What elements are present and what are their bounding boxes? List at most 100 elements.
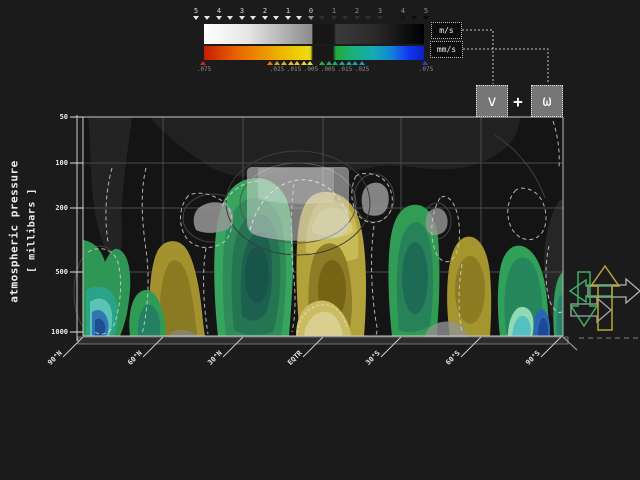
v-tick-marker	[377, 16, 383, 20]
v-neg-contour	[87, 248, 122, 335]
omega-blob	[455, 256, 485, 324]
v-neg-contour	[141, 167, 149, 335]
omega-scale-number: .005	[303, 66, 319, 73]
omega-blob	[304, 311, 343, 336]
v-tick-marker	[400, 16, 406, 20]
v-tick-marker	[216, 16, 222, 20]
omega-variable-button[interactable]: ω	[531, 85, 563, 117]
pressure-tick-label: 100	[55, 159, 68, 167]
omega-blob	[137, 304, 160, 336]
omega-blob	[556, 294, 563, 336]
omega-scale-number: .005	[320, 66, 336, 73]
floor-slab	[77, 336, 569, 345]
latitude-tick	[460, 336, 482, 358]
arrow-right-gray	[587, 277, 640, 305]
omega-tick-marker	[288, 61, 294, 65]
legend-connector	[462, 29, 494, 84]
v-neg-contour	[351, 173, 393, 224]
omega-tick-marker	[422, 61, 428, 65]
v-neg-contour	[203, 247, 209, 335]
omega-tick-marker	[359, 61, 365, 65]
v-tick-marker	[354, 16, 360, 20]
v-colorbar	[204, 24, 424, 44]
omega-scale-number: .015	[286, 66, 302, 73]
v-neg-contour	[290, 183, 296, 333]
v-scale-number: 2	[354, 7, 360, 15]
omega-blob	[245, 247, 269, 303]
v-scale-number: 3	[377, 7, 383, 15]
omega-blob	[95, 318, 106, 336]
v-tick-marker	[262, 16, 268, 20]
omega-scale-number: .025	[354, 66, 370, 73]
v-tick-marker	[285, 16, 291, 20]
omega-scale-number: .015	[337, 66, 353, 73]
v-tick-marker	[193, 16, 199, 20]
v-neg-contour	[249, 179, 348, 231]
v-tick-marker	[388, 16, 394, 20]
v-scale-number: 1	[331, 7, 337, 15]
v-contour-ring	[225, 150, 371, 256]
v-tick-marker	[296, 16, 302, 20]
v-neg-contour	[545, 245, 564, 313]
omega-units-label: mm/s	[436, 45, 457, 54]
v-units-label: m/s	[439, 26, 454, 35]
omega-tick-marker	[332, 61, 338, 65]
omega-blob	[402, 241, 429, 315]
v-scale-number: 2	[262, 7, 268, 15]
v-scale-number: 0	[308, 7, 314, 15]
latitude-tick	[222, 336, 244, 358]
v-tick-marker	[273, 16, 279, 20]
latitude-tick	[380, 336, 402, 358]
latitude-tick	[302, 336, 324, 358]
v-gray-cell	[193, 202, 234, 233]
omega-scale-number: .075	[196, 66, 212, 73]
omega-variable-label: ω	[542, 92, 552, 110]
v-scale-number: 4	[400, 7, 406, 15]
latitude-tick	[540, 336, 562, 358]
omega-tick-marker	[281, 61, 287, 65]
y-axis-subtitle: [ millibars ]	[26, 188, 38, 273]
omega-tick-marker	[294, 61, 300, 65]
v-neg-contour	[458, 263, 463, 334]
omega-blob	[512, 315, 531, 336]
omega-tick-marker	[301, 61, 307, 65]
omega-units-box: mm/s	[430, 41, 463, 58]
v-contour-ring	[494, 134, 546, 199]
v-tick-marker	[308, 16, 314, 20]
pressure-tick-label: 50	[59, 113, 68, 121]
y-axis-title: atmospheric pressure	[7, 160, 21, 303]
v-neg-contour	[221, 180, 263, 207]
omega-tick-marker	[326, 61, 332, 65]
omega-tick-marker	[200, 61, 206, 65]
omega-tick-marker	[307, 61, 313, 65]
v-neg-contour	[507, 187, 547, 241]
arrow-down-green	[569, 271, 599, 328]
v-tick-marker	[239, 16, 245, 20]
omega-tick-marker	[352, 61, 358, 65]
omega-blob	[538, 318, 548, 336]
v-tick-marker	[423, 16, 429, 20]
omega-tick-marker	[346, 61, 352, 65]
omega-tick-marker	[319, 61, 325, 65]
v-neg-contour	[105, 167, 113, 243]
omega-tick-marker	[267, 61, 273, 65]
v-dark-patch	[88, 117, 132, 258]
v-neg-contour	[180, 192, 233, 248]
pressure-tick-label: 1000	[51, 328, 68, 336]
omega-scale-number: .025	[269, 66, 285, 73]
v-variable-button[interactable]: v	[476, 85, 508, 117]
v-scale-number: 1	[285, 7, 291, 15]
v-variable-label: v	[487, 92, 497, 110]
arrow-left-green	[568, 278, 613, 304]
v-tick-marker	[319, 16, 325, 20]
omega-scale-number: .075	[418, 66, 434, 73]
omega-tick-marker	[339, 61, 345, 65]
v-tick-marker	[365, 16, 371, 20]
v-scale-number: 4	[216, 7, 222, 15]
v-gray-cell	[361, 182, 389, 216]
pressure-tick-label: 200	[55, 204, 68, 212]
floor-corner	[562, 336, 578, 351]
v-scale-number: 5	[423, 7, 429, 15]
